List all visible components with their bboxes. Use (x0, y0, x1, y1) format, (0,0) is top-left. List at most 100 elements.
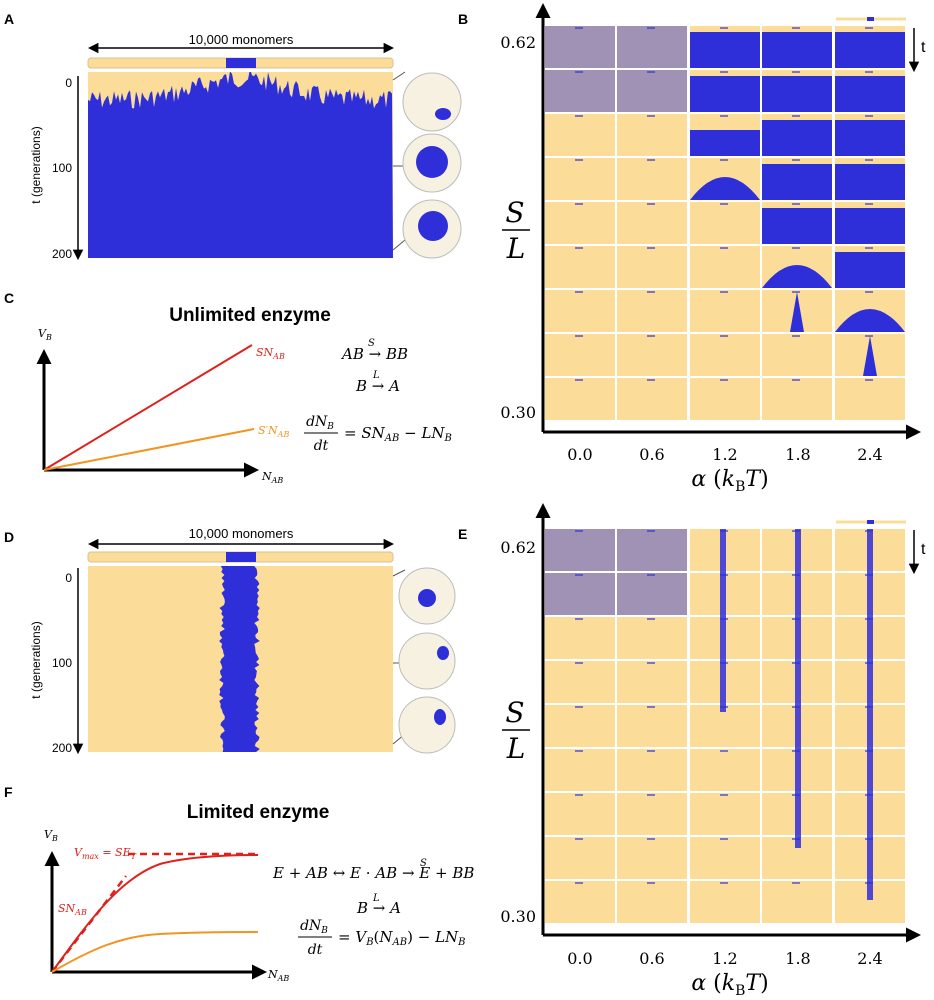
seed-marker (865, 335, 873, 337)
mixed-tint (545, 573, 615, 615)
blue-fill (690, 76, 760, 112)
seed-marker (720, 335, 728, 337)
grid-cell (617, 334, 687, 376)
grid-cell (617, 114, 687, 156)
seed-marker (720, 159, 728, 161)
domain-stripe-2 (867, 529, 873, 900)
grid-cell (545, 114, 615, 156)
blue-fill (762, 164, 832, 200)
blue-fill (835, 32, 905, 68)
legend-seed-e (867, 520, 874, 524)
grid-cell (690, 837, 760, 879)
grid-cell (617, 26, 687, 68)
xtick-b-2: 1.2 (712, 445, 737, 464)
ylabel-a: t (generations) (29, 126, 43, 203)
cluster-d3 (434, 709, 446, 725)
grid-cell (835, 378, 905, 420)
blue-fill (835, 76, 905, 112)
grid-cell (762, 378, 832, 420)
seed-marker (575, 335, 583, 337)
slope-label-f: SNAB (58, 902, 87, 917)
tick-d-200: 200 (52, 741, 72, 755)
grid-cell (690, 881, 760, 923)
mixed-tint (617, 573, 687, 615)
grid-cell (690, 749, 760, 791)
grid-cell (617, 793, 687, 835)
grid-cell (617, 246, 687, 288)
grid-cell (690, 334, 760, 376)
blue-spike (863, 336, 877, 376)
blue-fill (690, 32, 760, 68)
seed-marker (647, 335, 655, 337)
saturation-curve (51, 854, 259, 973)
ylabel-b-den: L (506, 232, 526, 265)
seed-marker (575, 27, 583, 29)
xtick-e-0: 0.0 (567, 949, 592, 968)
tick-a-100: 100 (52, 161, 72, 175)
grid-cell (690, 793, 760, 835)
seed-marker (720, 794, 728, 796)
xtick-b-4: 2.4 (857, 445, 882, 464)
orange-saturation-curve (51, 931, 259, 973)
blue-fill (835, 120, 905, 156)
seed-marker (865, 203, 873, 205)
grid-cell (545, 290, 615, 332)
mixed-tint (617, 529, 687, 571)
eq-f3-num: dNB (300, 918, 328, 936)
grid-cell (617, 70, 687, 112)
cluster-d2 (437, 646, 449, 660)
grid-cell (545, 529, 615, 571)
grid-cell (617, 881, 687, 923)
seed-block-d (226, 552, 256, 562)
blue-fill (690, 130, 760, 156)
seed-marker (647, 115, 655, 117)
blue-bump (690, 177, 760, 200)
seed-marker (647, 530, 655, 532)
xtick-e-2: 1.2 (712, 949, 737, 968)
conformation-a1 (402, 72, 462, 132)
seed-marker (865, 27, 873, 29)
conformation-d3 (398, 696, 456, 754)
seed-marker (575, 291, 583, 293)
grid-cell (545, 158, 615, 200)
seed-marker (575, 750, 583, 752)
blue-fill (762, 76, 832, 112)
mixed-tint (545, 70, 615, 112)
eq-c1-rate: S (368, 338, 375, 349)
seed-marker (647, 159, 655, 161)
tick-a-200: 200 (52, 247, 72, 261)
grid-cell (617, 158, 687, 200)
grid-cell (617, 617, 687, 659)
seed-marker (647, 882, 655, 884)
tick-d-100: 100 (52, 656, 72, 670)
seed-marker (647, 838, 655, 840)
seed-marker (865, 71, 873, 73)
phase-grid-b (545, 26, 905, 420)
panel-label-f: F (4, 784, 13, 800)
seed-marker (575, 794, 583, 796)
blue-fill (762, 208, 832, 244)
seed-marker (865, 291, 873, 293)
eq-c2-rate: L (372, 370, 380, 381)
seed-marker (647, 618, 655, 620)
grid-cell (545, 26, 615, 68)
blue-bump (835, 309, 905, 332)
grid-cell (690, 378, 760, 420)
grid-cell (545, 378, 615, 420)
grid-cell (545, 881, 615, 923)
blue-fill (762, 32, 832, 68)
seed-marker (720, 71, 728, 73)
time-label-e: t (921, 541, 926, 558)
blue-fill (835, 252, 905, 288)
seed-marker (792, 159, 800, 161)
cluster-d1 (418, 589, 436, 607)
vb-label-f: VB (44, 828, 58, 843)
seed-marker (647, 706, 655, 708)
xlabel-e: α (kBT) (691, 971, 768, 999)
seed-marker (575, 882, 583, 884)
grid-cell (545, 70, 615, 112)
title-c: Unlimited enzyme (169, 305, 331, 326)
seed-marker (792, 27, 800, 29)
seed-marker (575, 706, 583, 708)
seed-marker (720, 882, 728, 884)
